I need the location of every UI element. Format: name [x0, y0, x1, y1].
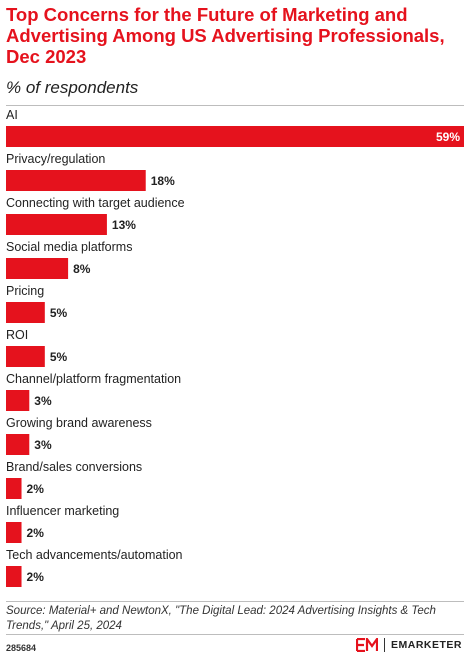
- bar: [6, 434, 30, 455]
- category-label: Channel/platform fragmentation: [6, 372, 181, 386]
- bar: [6, 346, 45, 367]
- chart-title: Top Concerns for the Future of Marketing…: [6, 4, 445, 67]
- chart-id: 285684: [6, 643, 37, 653]
- bar-chart: AI 59% Privacy/regulation 18% Connecting wit…: [6, 108, 464, 587]
- source-note: Source: Material+ and NewtonX, "The Digi…: [6, 605, 436, 632]
- logo-separator: [383, 638, 385, 652]
- category-label: ROI: [6, 328, 28, 342]
- category-label: Privacy/regulation: [6, 152, 105, 166]
- bottom-divider: [6, 601, 464, 602]
- category-label: Growing brand awareness: [6, 416, 152, 430]
- bar: [6, 566, 22, 587]
- value-label: 2%: [27, 570, 45, 584]
- bar: [6, 214, 107, 235]
- value-label: 13%: [112, 218, 136, 232]
- value-label: 3%: [34, 438, 52, 452]
- brand-logo: EMARKETER: [355, 636, 462, 654]
- bar: [6, 390, 30, 411]
- category-label: Connecting with target audience: [6, 196, 185, 210]
- brand-name: EMARKETER: [390, 639, 462, 651]
- chart-subtitle: % of respondents: [6, 78, 139, 97]
- top-divider: [6, 105, 464, 106]
- value-label: 3%: [34, 394, 52, 408]
- category-label: Social media platforms: [6, 240, 132, 254]
- category-label: Influencer marketing: [6, 504, 119, 518]
- bar: [6, 478, 22, 499]
- value-label: 2%: [27, 526, 45, 540]
- category-label: Tech advancements/automation: [6, 548, 183, 562]
- bar: [6, 258, 69, 279]
- value-label: 8%: [73, 262, 91, 276]
- em-logo-icon: [355, 638, 378, 652]
- bar: [6, 170, 146, 191]
- footer-divider: [6, 634, 464, 635]
- bar: [6, 522, 22, 543]
- category-label: Brand/sales conversions: [6, 460, 142, 474]
- category-label: AI: [6, 108, 18, 122]
- value-label: 2%: [27, 482, 45, 496]
- value-label: 18%: [151, 174, 175, 188]
- value-label: 59%: [436, 130, 460, 144]
- value-label: 5%: [50, 306, 68, 320]
- bar: [6, 126, 464, 147]
- category-label: Pricing: [6, 284, 44, 298]
- value-label: 5%: [50, 350, 68, 364]
- bar: [6, 302, 45, 323]
